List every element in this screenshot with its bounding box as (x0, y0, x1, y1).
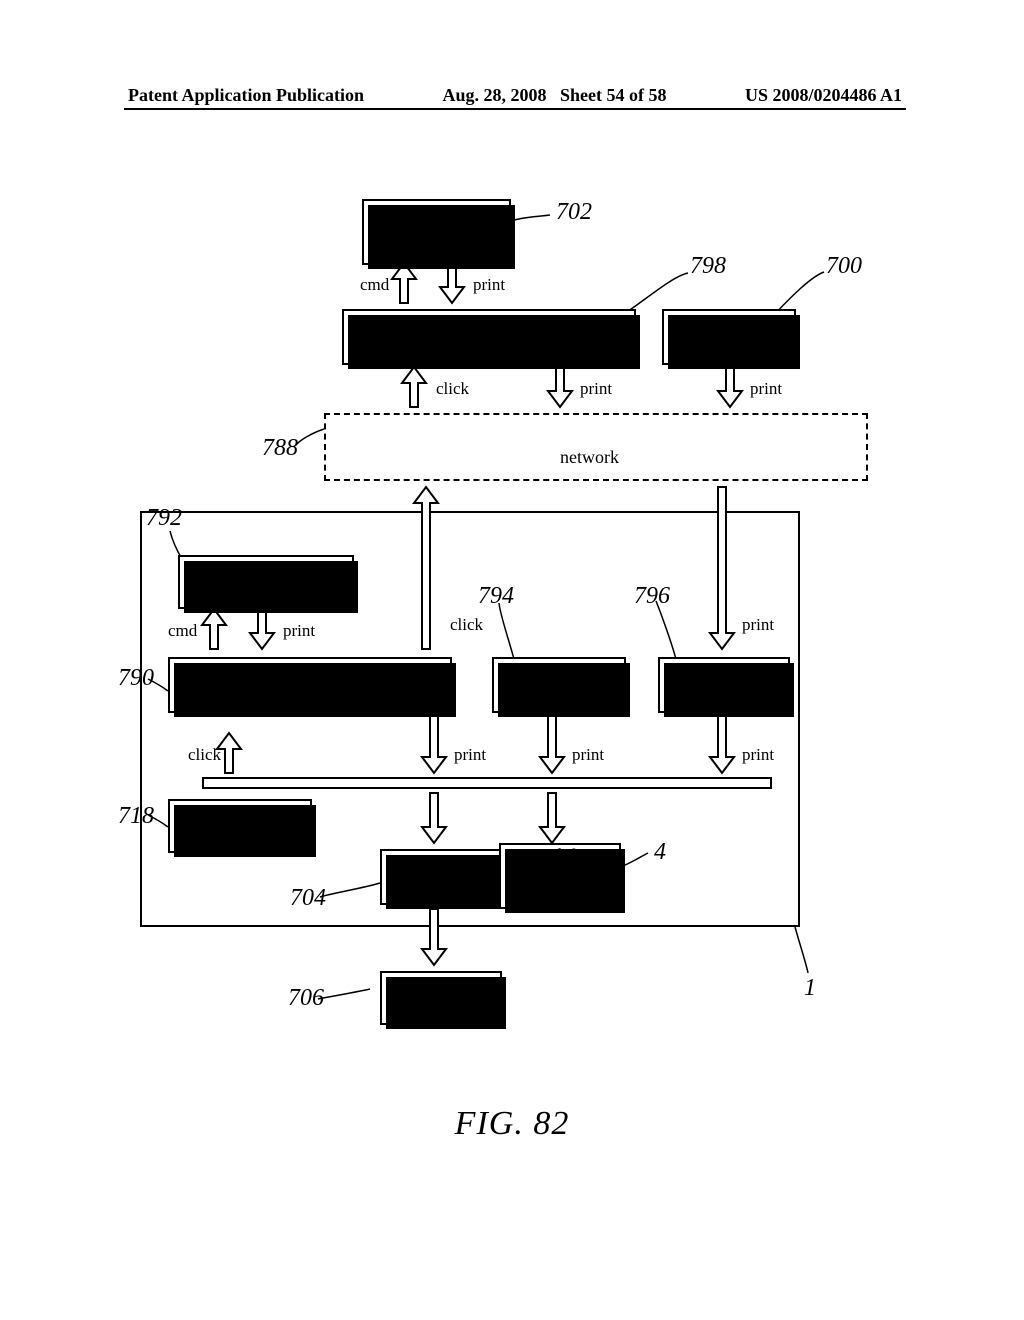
header-rule (124, 108, 906, 110)
local-netpage-application-box: local Netpageapplication (178, 555, 354, 609)
phone-display-box: phonedisplay (380, 971, 502, 1025)
sheet-number: Sheet 54 of 58 (560, 85, 667, 105)
netpage-server-box: Netpageserver (342, 309, 636, 365)
arrows-layer (0, 155, 1024, 1135)
printing-server-box: printingserver (658, 657, 790, 713)
figure-82-diagram: remoteNetpageapplication Netpageserver r… (0, 155, 1024, 1135)
remote-netpage-application-box: remoteNetpageapplication (362, 199, 511, 265)
publication-number: US 2008/0204486 A1 (745, 85, 902, 106)
mobile-memjet-printer-box: mobileMemjetprinter (499, 843, 621, 909)
remote-application-box: remoteapplication (662, 309, 796, 365)
display-server-box: displayserver (380, 849, 502, 905)
publication-date: Aug. 28, 2008 (442, 85, 546, 105)
netpage-microserver-box: Netpage microserver (168, 657, 452, 713)
local-application-box: localapplication (492, 657, 626, 713)
publication-type-label: Patent Application Publication (128, 85, 364, 106)
netpage-pointer-box: Netpagepointer (168, 799, 312, 853)
